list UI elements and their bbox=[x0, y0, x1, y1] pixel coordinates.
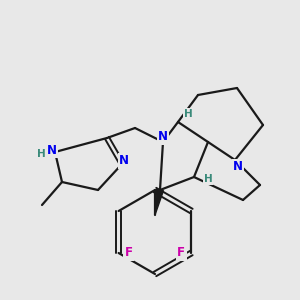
Text: F: F bbox=[177, 247, 185, 260]
Text: H: H bbox=[204, 174, 212, 184]
Text: F: F bbox=[124, 247, 133, 260]
Text: N: N bbox=[47, 143, 57, 157]
Text: H: H bbox=[37, 149, 45, 159]
Text: N: N bbox=[119, 154, 129, 167]
Text: N: N bbox=[158, 130, 168, 143]
Text: N: N bbox=[233, 160, 243, 173]
Polygon shape bbox=[155, 189, 164, 215]
Text: H: H bbox=[184, 109, 192, 119]
